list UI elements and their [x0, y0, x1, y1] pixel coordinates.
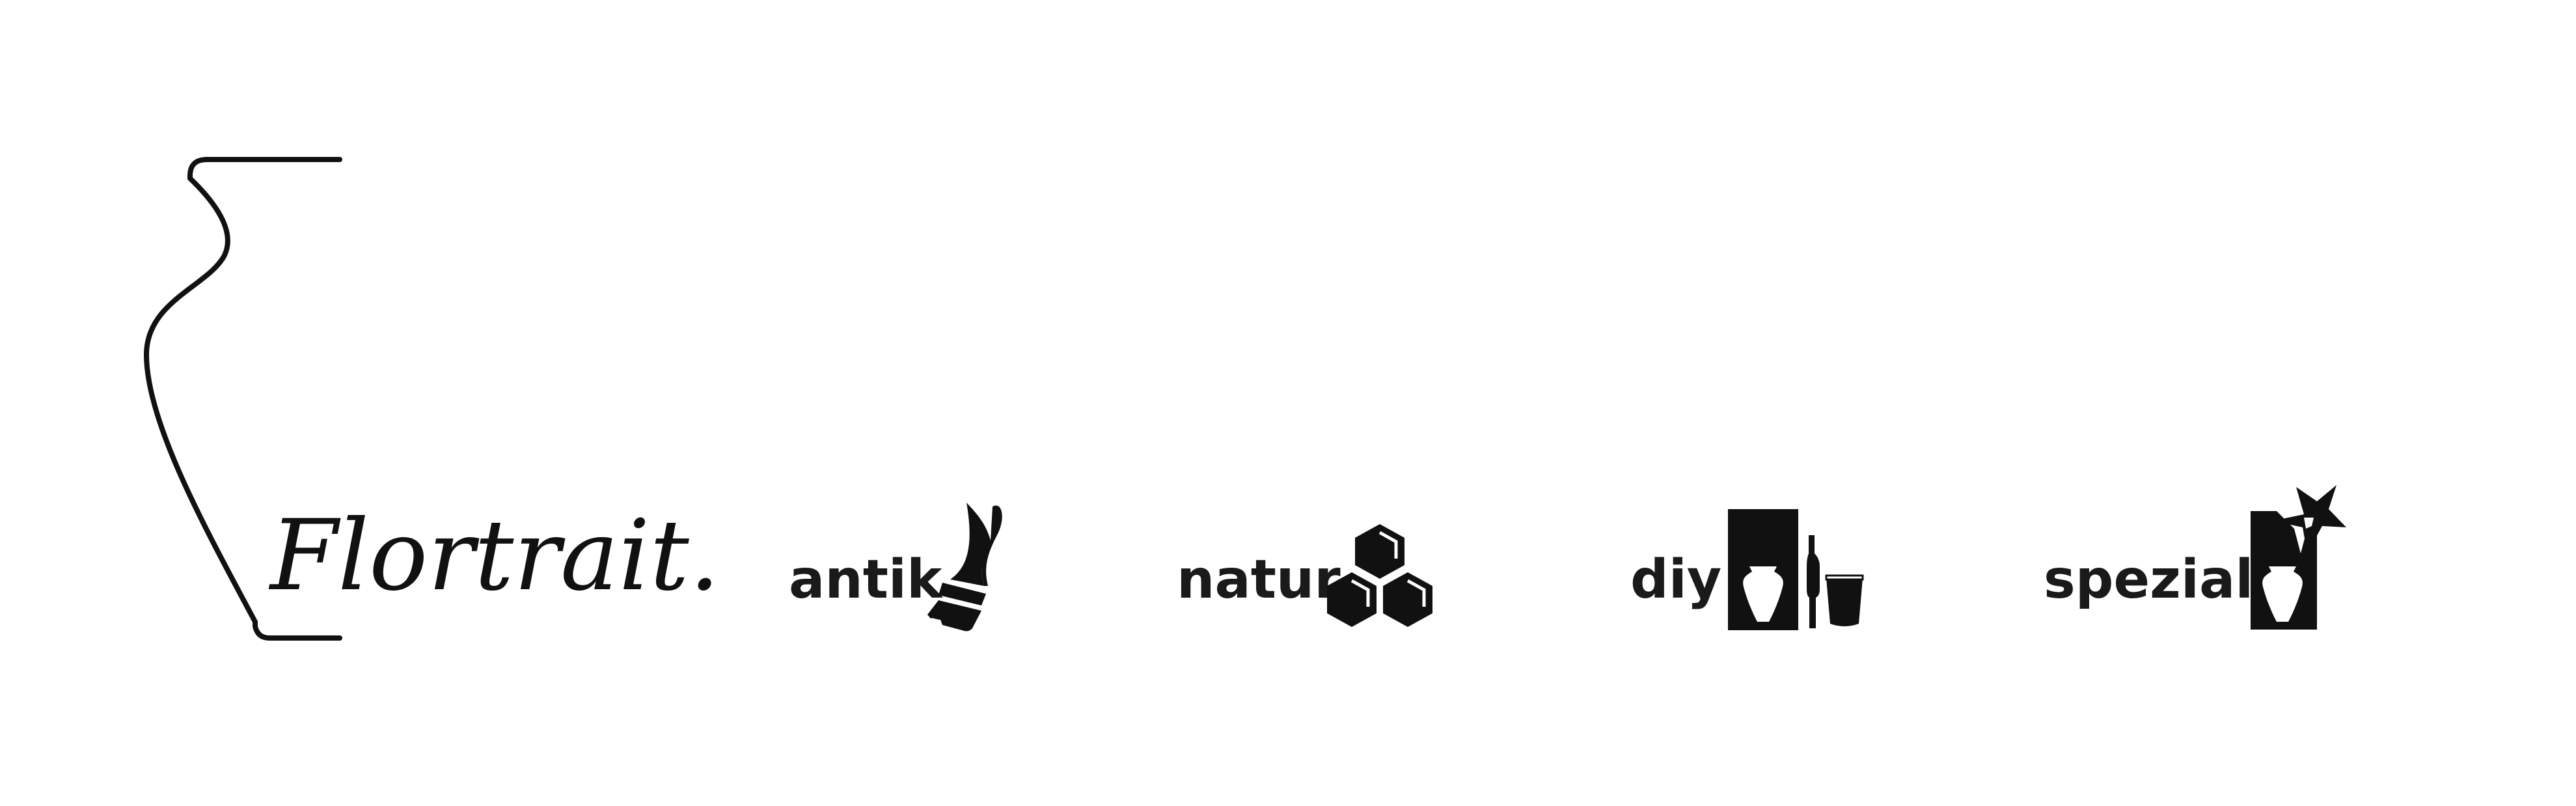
main-logo: Flortrait.: [144, 157, 720, 641]
category-label-natur: natur: [1177, 549, 1341, 611]
category-spezial: spezial: [2044, 485, 2346, 630]
paintbrush-icon: [927, 503, 1002, 632]
brand-wordmark: Flortrait.: [268, 499, 720, 613]
vase-star-icon: [2251, 485, 2346, 630]
category-label-spezial: spezial: [2044, 549, 2253, 611]
vase-outline-icon: [144, 157, 342, 641]
category-natur: natur: [1177, 524, 1432, 627]
category-antik: antik: [789, 503, 1002, 632]
category-label-diy: diy: [1630, 549, 1721, 611]
category-diy: diy: [1630, 509, 1864, 630]
vase-and-tools-icon: [1728, 509, 1864, 630]
honeycomb-icon: [1327, 524, 1432, 627]
category-label-antik: antik: [789, 549, 944, 611]
